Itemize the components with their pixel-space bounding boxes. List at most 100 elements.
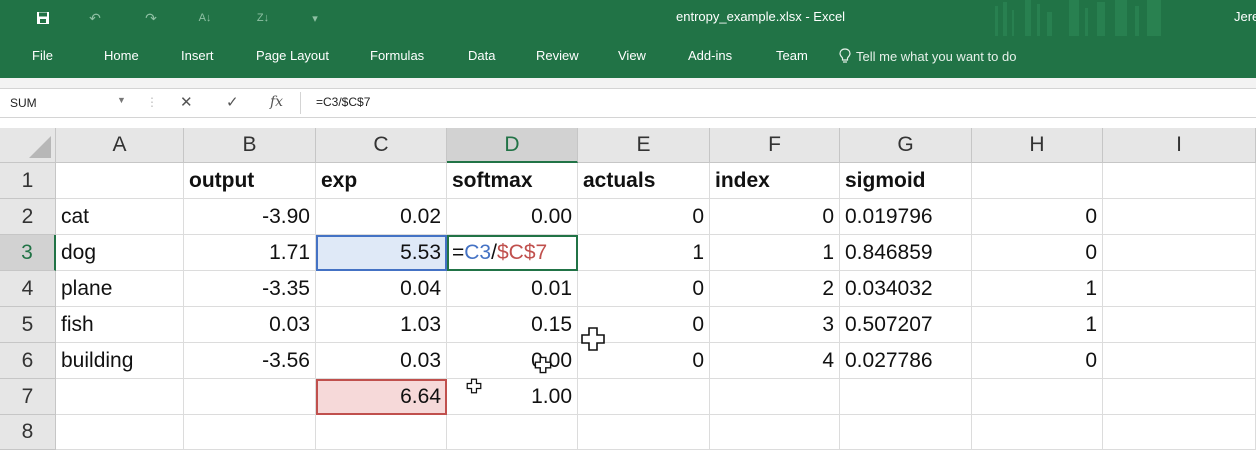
- cell-g4[interactable]: 0.034032: [840, 271, 972, 307]
- cancel-icon[interactable]: ✕: [180, 94, 193, 111]
- column-header-c[interactable]: C: [316, 128, 447, 163]
- cell-h7[interactable]: [972, 379, 1103, 415]
- cell-g2[interactable]: 0.019796: [840, 199, 972, 235]
- cell-c6[interactable]: 0.03: [316, 343, 447, 379]
- cell-h6[interactable]: 0: [972, 343, 1103, 379]
- cell-g6[interactable]: 0.027786: [840, 343, 972, 379]
- cell-c4[interactable]: 0.04: [316, 271, 447, 307]
- cell-e3[interactable]: 1: [578, 235, 710, 271]
- cell-a3[interactable]: dog: [56, 235, 184, 271]
- cell-h1[interactable]: [972, 163, 1103, 199]
- cell-a1[interactable]: [56, 163, 184, 199]
- undo-icon[interactable]: ↶: [89, 9, 101, 26]
- cell-d1[interactable]: softmax: [447, 163, 578, 199]
- column-header-g[interactable]: G: [840, 128, 972, 163]
- select-all-corner[interactable]: [0, 128, 56, 163]
- cell-f1[interactable]: index: [710, 163, 840, 199]
- tab-view[interactable]: View: [618, 48, 646, 63]
- cell-d6[interactable]: 0.00: [447, 343, 578, 379]
- row-header-8[interactable]: 8: [0, 415, 56, 450]
- cell-a7[interactable]: [56, 379, 184, 415]
- cell-b5[interactable]: 0.03: [184, 307, 316, 343]
- tab-team[interactable]: Team: [776, 48, 808, 63]
- cell-b4[interactable]: -3.35: [184, 271, 316, 307]
- cell-f7[interactable]: [710, 379, 840, 415]
- cell-h8[interactable]: [972, 415, 1103, 450]
- row-header-4[interactable]: 4: [0, 271, 56, 307]
- cell-d3-editing[interactable]: = C3/$C$7: [447, 235, 578, 271]
- cell-e6[interactable]: 0: [578, 343, 710, 379]
- cell-d7[interactable]: 1.00: [447, 379, 578, 415]
- tab-page-layout[interactable]: Page Layout: [256, 48, 330, 63]
- cell-e5[interactable]: 0: [578, 307, 710, 343]
- cell-c2[interactable]: 0.02: [316, 199, 447, 235]
- cell-e2[interactable]: 0: [578, 199, 710, 235]
- tab-insert[interactable]: Insert: [181, 48, 214, 63]
- cell-g5[interactable]: 0.507207: [840, 307, 972, 343]
- redo-icon[interactable]: ↷: [145, 9, 157, 26]
- name-box-dropdown-icon[interactable]: ▼: [117, 95, 126, 105]
- cell-f4[interactable]: 2: [710, 271, 840, 307]
- tab-review[interactable]: Review: [536, 48, 579, 63]
- name-box[interactable]: SUM: [10, 96, 37, 110]
- cell-i5[interactable]: [1103, 307, 1256, 343]
- cell-c7[interactable]: 6.64: [316, 379, 447, 415]
- cell-e8[interactable]: [578, 415, 710, 450]
- cell-i1[interactable]: [1103, 163, 1256, 199]
- cell-i2[interactable]: [1103, 199, 1256, 235]
- worksheet-grid[interactable]: A B C D E F G H I 1 2 3 4 5 6 7 8 output…: [0, 128, 1256, 450]
- save-icon[interactable]: [30, 0, 56, 36]
- row-header-5[interactable]: 5: [0, 307, 56, 343]
- cell-c5[interactable]: 1.03: [316, 307, 447, 343]
- cell-i8[interactable]: [1103, 415, 1256, 450]
- cell-h4[interactable]: 1: [972, 271, 1103, 307]
- cell-i4[interactable]: [1103, 271, 1256, 307]
- user-name[interactable]: Jere: [1234, 9, 1256, 24]
- column-header-d[interactable]: D: [447, 128, 578, 163]
- row-header-2[interactable]: 2: [0, 199, 56, 235]
- cell-i7[interactable]: [1103, 379, 1256, 415]
- cell-e4[interactable]: 0: [578, 271, 710, 307]
- cell-g1[interactable]: sigmoid: [840, 163, 972, 199]
- cell-a6[interactable]: building: [56, 343, 184, 379]
- cell-b1[interactable]: output: [184, 163, 316, 199]
- cell-c1[interactable]: exp: [316, 163, 447, 199]
- column-header-i[interactable]: I: [1103, 128, 1256, 163]
- column-header-h[interactable]: H: [972, 128, 1103, 163]
- cell-f2[interactable]: 0: [710, 199, 840, 235]
- row-header-7[interactable]: 7: [0, 379, 56, 415]
- cell-a8[interactable]: [56, 415, 184, 450]
- cell-h5[interactable]: 1: [972, 307, 1103, 343]
- tab-file[interactable]: File: [32, 48, 53, 63]
- tab-add-ins[interactable]: Add-ins: [688, 48, 733, 63]
- column-header-b[interactable]: B: [184, 128, 316, 163]
- cell-h3[interactable]: 0: [972, 235, 1103, 271]
- cell-b7[interactable]: [184, 379, 316, 415]
- tab-data[interactable]: Data: [468, 48, 496, 63]
- cell-d8[interactable]: [447, 415, 578, 450]
- cell-b8[interactable]: [184, 415, 316, 450]
- customize-qat-icon[interactable]: ▾: [312, 12, 318, 25]
- tab-formulas[interactable]: Formulas: [370, 48, 425, 63]
- formula-input[interactable]: =C3/$C$7: [316, 95, 371, 109]
- cell-i3[interactable]: [1103, 235, 1256, 271]
- insert-function-icon[interactable]: fx: [270, 94, 284, 110]
- cell-a5[interactable]: fish: [56, 307, 184, 343]
- sort-descending-icon[interactable]: Z↓: [256, 12, 270, 24]
- cell-e7[interactable]: [578, 379, 710, 415]
- cell-g3[interactable]: 0.846859: [840, 235, 972, 271]
- column-header-e[interactable]: E: [578, 128, 710, 163]
- cell-b3[interactable]: 1.71: [184, 235, 316, 271]
- cell-c8[interactable]: [316, 415, 447, 450]
- cell-i6[interactable]: [1103, 343, 1256, 379]
- row-header-1[interactable]: 1: [0, 163, 56, 199]
- cell-h2[interactable]: 0: [972, 199, 1103, 235]
- cell-c3[interactable]: 5.53: [316, 235, 447, 271]
- column-header-a[interactable]: A: [56, 128, 184, 163]
- cell-f6[interactable]: 4: [710, 343, 840, 379]
- cell-a4[interactable]: plane: [56, 271, 184, 307]
- row-header-3[interactable]: 3: [0, 235, 56, 271]
- sort-ascending-icon[interactable]: A↓: [198, 12, 212, 24]
- tab-home[interactable]: Home: [104, 48, 139, 63]
- tell-me-search[interactable]: Tell me what you want to do: [838, 48, 1016, 64]
